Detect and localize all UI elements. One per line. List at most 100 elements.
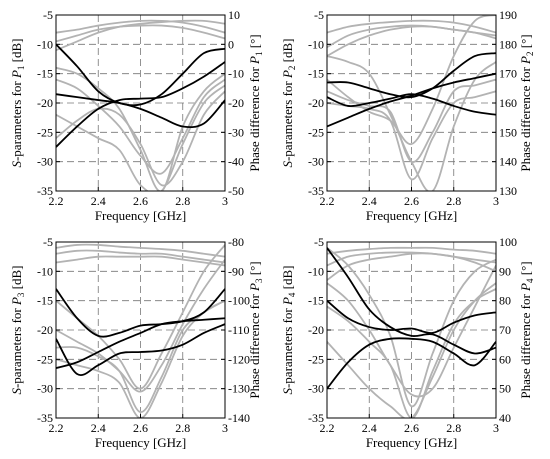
s-parameter-curve [56, 259, 225, 393]
y-right-tick-label: -120 [228, 352, 250, 366]
y-left-tick-label: -25 [37, 125, 53, 139]
x-tick-label: 2.4 [362, 421, 377, 435]
x-tick-label: 2.8 [175, 194, 190, 208]
s-parameter-curve [327, 251, 496, 267]
y-left-tick-label: -20 [308, 323, 324, 337]
y-left-tick-label: -35 [37, 184, 53, 198]
y-left-tick-label: -30 [308, 382, 324, 396]
x-tick-label: 2.4 [91, 421, 106, 435]
s-parameter-curve [56, 90, 225, 187]
phase-difference-curve [56, 93, 225, 129]
x-tick-label: 2.8 [175, 421, 190, 435]
curves [327, 246, 496, 418]
x-tick-label: 3 [493, 421, 499, 435]
x-tick-label: 2.2 [320, 194, 335, 208]
s-parameter-curve [56, 66, 225, 191]
x-tick-label: 2.6 [133, 421, 148, 435]
x-tick-label: 2.4 [91, 194, 106, 208]
curves [56, 19, 225, 191]
phase-difference-curve [327, 72, 496, 128]
s-parameter-curve [56, 78, 225, 175]
y-right-tick-label: -50 [228, 184, 244, 198]
s-parameter-curve [56, 244, 225, 390]
y-right-tick-label: 90 [499, 264, 511, 278]
y-right-tick-label: 0 [228, 37, 234, 51]
s-parameter-curve [327, 247, 496, 408]
y-right-tick-label: 130 [499, 184, 517, 198]
y-right-tick-label: 40 [499, 411, 511, 425]
phase-difference-curve [327, 247, 496, 355]
y-left-tick-label: -35 [37, 411, 53, 425]
phase-difference-curve [56, 61, 225, 148]
y-left-tick-label: -15 [308, 67, 324, 81]
x-axis-label: Frequency [GHz] [366, 435, 457, 450]
curves [327, 15, 496, 191]
y-right-tick-label: 100 [499, 235, 517, 249]
y-right-tick-label: -30 [228, 125, 244, 139]
y-right-tick-label: 70 [499, 323, 511, 337]
x-tick-label: 2.8 [446, 194, 461, 208]
y-right-tick-label: 140 [499, 155, 517, 169]
y-left-tick-label: -15 [308, 294, 324, 308]
s-parameter-curve [327, 265, 496, 398]
y-right-tick-label: -110 [228, 323, 250, 337]
y-left-tick-label: -5 [314, 8, 324, 22]
y-right-tick-label: 10 [228, 8, 240, 22]
y-right-tick-label: -40 [228, 155, 244, 169]
chart-panel-1: 2.2 2.4 2.6 2.8 3 -35 -30 -25 -20 -15 -10 -5 -50 -40 -… [9, 8, 264, 223]
y-right-axis-label: Phase difference for P3 [°] [247, 261, 264, 398]
y-right-axis-label: Phase difference for P2 [°] [518, 34, 535, 171]
s-parameter-curve [56, 243, 225, 258]
y-left-tick-label: -25 [308, 352, 324, 366]
s-parameter-curve [56, 24, 225, 43]
y-left-tick-label: -20 [308, 96, 324, 110]
s-parameter-curve [327, 19, 496, 34]
y-left-tick-label: -35 [308, 411, 324, 425]
s-parameter-curve [56, 19, 225, 52]
y-right-tick-label: -80 [228, 235, 244, 249]
y-left-tick-label: -30 [37, 155, 53, 169]
y-left-tick-label: -5 [43, 235, 53, 249]
s-parameter-curve [327, 25, 496, 57]
y-left-tick-label: -5 [314, 235, 324, 249]
y-right-tick-label: -100 [228, 294, 250, 308]
y-left-tick-label: -30 [37, 382, 53, 396]
y-left-tick-label: -5 [43, 8, 53, 22]
y-right-tick-label: 170 [499, 67, 517, 81]
y-right-tick-label: -130 [228, 382, 250, 396]
y-right-tick-label: 50 [499, 382, 511, 396]
y-left-axis-label: S-parameters for P1 [dB] [9, 38, 26, 167]
x-axis-label: Frequency [GHz] [366, 208, 457, 223]
y-right-tick-label: 150 [499, 125, 517, 139]
x-tick-label: 3 [493, 194, 499, 208]
phase-difference-curve [56, 43, 225, 107]
y-right-tick-label: 180 [499, 37, 517, 51]
x-tick-label: 3 [222, 194, 228, 208]
x-tick-label: 2.2 [49, 194, 64, 208]
y-right-tick-label: 60 [499, 352, 511, 366]
phase-difference-curve [327, 93, 496, 116]
y-left-tick-label: -10 [37, 37, 53, 51]
y-left-tick-label: -30 [308, 155, 324, 169]
y-left-tick-label: -10 [37, 264, 53, 278]
y-left-tick-label: -20 [37, 96, 53, 110]
phase-difference-curve [56, 323, 225, 376]
phase-difference-curve [56, 317, 225, 369]
x-tick-label: 2.2 [320, 421, 335, 435]
chart-panel-2: 2.2 2.4 2.6 2.8 3 -35 -30 -25 -20 -15 -10 -5 130 140 1… [280, 8, 535, 223]
y-right-tick-label: -140 [228, 411, 250, 425]
s-parameter-curve [56, 255, 225, 267]
y-left-tick-label: -35 [308, 184, 324, 198]
s-parameter-curve [327, 252, 496, 281]
phase-difference-curve [327, 337, 496, 390]
y-left-tick-label: -25 [308, 125, 324, 139]
y-left-tick-label: -10 [308, 264, 324, 278]
y-right-tick-label: -10 [228, 67, 244, 81]
y-right-tick-label: -20 [228, 96, 244, 110]
x-axis-label: Frequency [GHz] [95, 208, 186, 223]
x-axis-label: Frequency [GHz] [95, 435, 186, 450]
x-tick-label: 2.6 [404, 194, 419, 208]
s-parameter-curve [56, 19, 225, 34]
s-parameter-curve [327, 282, 496, 418]
